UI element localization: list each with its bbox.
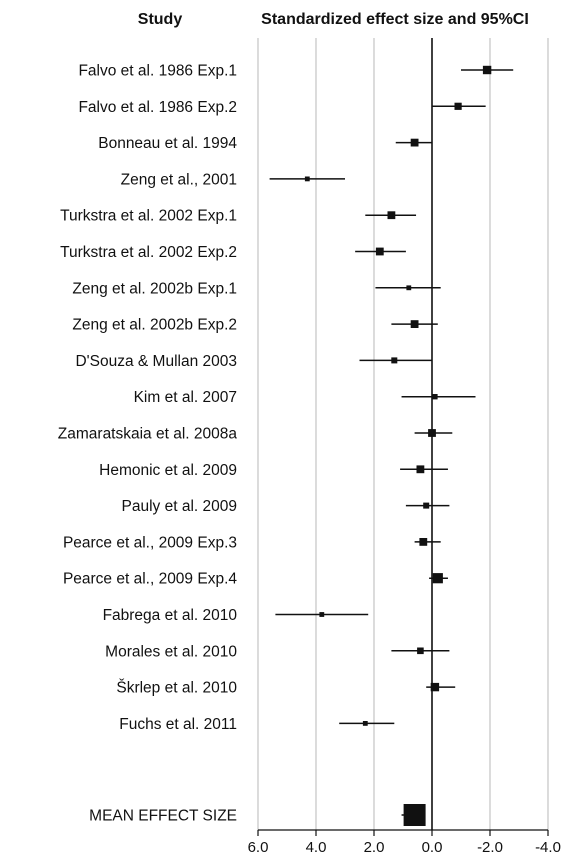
effect-marker-4 xyxy=(387,211,396,220)
study-label-2: Bonneau et al. 1994 xyxy=(98,135,237,152)
label-layer: Study Standardized effect size and 95%CI… xyxy=(58,11,529,825)
effect-marker-6 xyxy=(406,285,412,291)
effect-marker-17 xyxy=(430,682,440,692)
mark-layer xyxy=(269,65,514,826)
x-tick-label-3: 0.0 xyxy=(422,839,443,856)
effect-marker-18 xyxy=(362,721,368,726)
x-tick-label-4: -2.0 xyxy=(477,839,503,856)
study-label-11: Hemonic et al. 2009 xyxy=(99,462,237,479)
x-tick-label-1: 4.0 xyxy=(306,839,327,856)
mean-effect-marker xyxy=(403,804,426,826)
effect-marker-14 xyxy=(432,573,443,584)
study-label-18: Fuchs et al. 2011 xyxy=(119,716,237,733)
study-label-0: Falvo et al. 1986 Exp.1 xyxy=(78,63,237,80)
study-label-6: Zeng et al. 2002b Exp.1 xyxy=(72,280,237,297)
effect-marker-2 xyxy=(410,138,419,147)
effect-marker-5 xyxy=(375,247,384,256)
study-label-8: D'Souza & Mullan 2003 xyxy=(75,353,237,370)
effect-marker-8 xyxy=(391,357,398,364)
study-label-3: Zeng et al., 2001 xyxy=(121,171,237,188)
x-tick-label-5: -4.0 xyxy=(535,839,561,856)
x-tick-label-0: 6.0 xyxy=(248,839,269,856)
effect-column-header: Standardized effect size and 95%CI xyxy=(261,11,529,28)
study-label-14: Pearce et al., 2009 Exp.4 xyxy=(63,571,237,588)
study-label-9: Kim et al. 2007 xyxy=(134,389,237,406)
axis-layer: 6.0 4.0 2.0 0.0 -2.0 -4.0 xyxy=(248,38,561,856)
effect-marker-1 xyxy=(454,102,462,110)
study-label-10: Zamaratskaia et al. 2008a xyxy=(58,426,238,443)
study-label-12: Pauly et al. 2009 xyxy=(122,498,237,515)
effect-marker-9 xyxy=(432,394,438,400)
effect-marker-12 xyxy=(423,502,430,509)
x-tick-label-2: 2.0 xyxy=(364,839,385,856)
effect-marker-13 xyxy=(419,538,428,546)
study-label-1: Falvo et al. 1986 Exp.2 xyxy=(78,99,237,116)
study-label-4: Turkstra et al. 2002 Exp.1 xyxy=(60,208,237,225)
study-label-13: Pearce et al., 2009 Exp.3 xyxy=(63,534,237,551)
effect-marker-7 xyxy=(410,320,419,328)
study-label-17: Škrlep et al. 2010 xyxy=(116,680,237,697)
mean-effect-label: MEAN EFFECT SIZE xyxy=(89,808,237,825)
study-label-7: Zeng et al. 2002b Exp.2 xyxy=(72,317,237,334)
effect-marker-15 xyxy=(319,612,325,617)
study-column-header: Study xyxy=(138,11,183,28)
effect-marker-10 xyxy=(428,429,436,437)
study-label-15: Fabrega et al. 2010 xyxy=(103,607,238,624)
effect-marker-16 xyxy=(417,647,424,655)
study-label-16: Morales et al. 2010 xyxy=(105,643,237,660)
effect-marker-0 xyxy=(482,65,492,75)
grid-layer xyxy=(257,38,549,830)
study-label-5: Turkstra et al. 2002 Exp.2 xyxy=(60,244,237,261)
effect-marker-11 xyxy=(416,465,425,474)
effect-marker-3 xyxy=(304,176,310,182)
